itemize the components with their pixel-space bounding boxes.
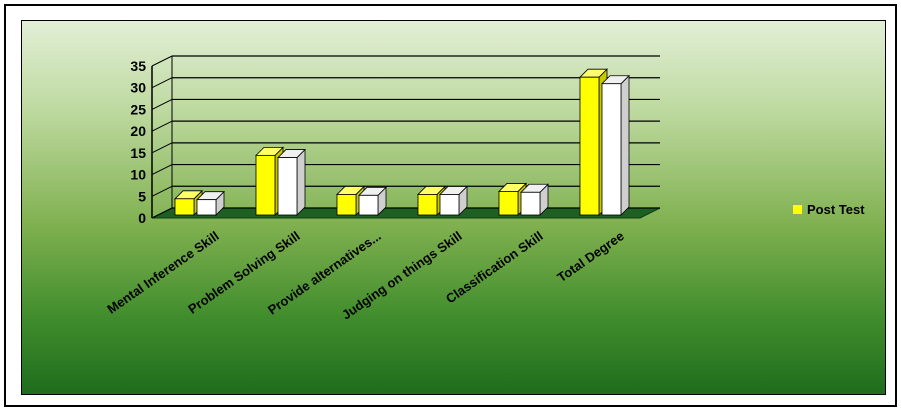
- y-tick-label: 10: [130, 167, 146, 183]
- bar: [277, 148, 306, 216]
- gridline-diagonal: [151, 185, 173, 197]
- bar-front: [336, 194, 357, 216]
- gridline-diagonal: [151, 164, 173, 176]
- gridlines: [151, 55, 660, 219]
- gridline-diagonal: [151, 120, 173, 132]
- bar-side: [620, 74, 630, 216]
- y-tick-labels: 0 5 10 15 20 25 30 35: [130, 58, 146, 226]
- x-category-label: Total Degree: [554, 228, 626, 285]
- bar-front: [439, 194, 460, 216]
- bar: [439, 185, 468, 216]
- bar: [520, 183, 549, 216]
- bar-front: [196, 199, 217, 216]
- bar: [196, 190, 225, 216]
- gridline-diagonal: [151, 98, 173, 110]
- bar: [601, 74, 630, 216]
- y-tick-label: 35: [130, 58, 146, 74]
- legend: Post Test: [793, 202, 865, 217]
- bar-front: [601, 83, 622, 216]
- y-tick-label: 25: [130, 101, 146, 117]
- bar-front: [277, 157, 298, 216]
- gridline-diagonal: [151, 207, 173, 219]
- bar: [417, 185, 446, 216]
- bar-front: [498, 191, 519, 216]
- bars: [174, 68, 630, 216]
- bar: [358, 186, 387, 216]
- gridline-diagonal: [151, 142, 173, 154]
- y-tick-label: 30: [130, 80, 146, 96]
- bar-front: [255, 154, 276, 216]
- gridline-diagonal: [151, 77, 173, 89]
- gridline-diagonal: [151, 55, 173, 67]
- y-axis: [151, 56, 173, 218]
- y-tick-label: 5: [138, 188, 146, 204]
- chart-frame: [4, 4, 897, 407]
- legend-swatch: [793, 205, 802, 214]
- bar-side: [296, 148, 306, 216]
- y-tick-label: 20: [130, 123, 146, 139]
- bar-front: [358, 194, 379, 216]
- bar-front: [417, 194, 438, 216]
- bar-front: [579, 76, 600, 216]
- bar-front: [174, 198, 195, 216]
- y-tick-label: 15: [130, 145, 146, 161]
- legend-label: Post Test: [807, 202, 865, 217]
- bar-front: [520, 191, 541, 216]
- y-tick-label: 0: [138, 210, 146, 226]
